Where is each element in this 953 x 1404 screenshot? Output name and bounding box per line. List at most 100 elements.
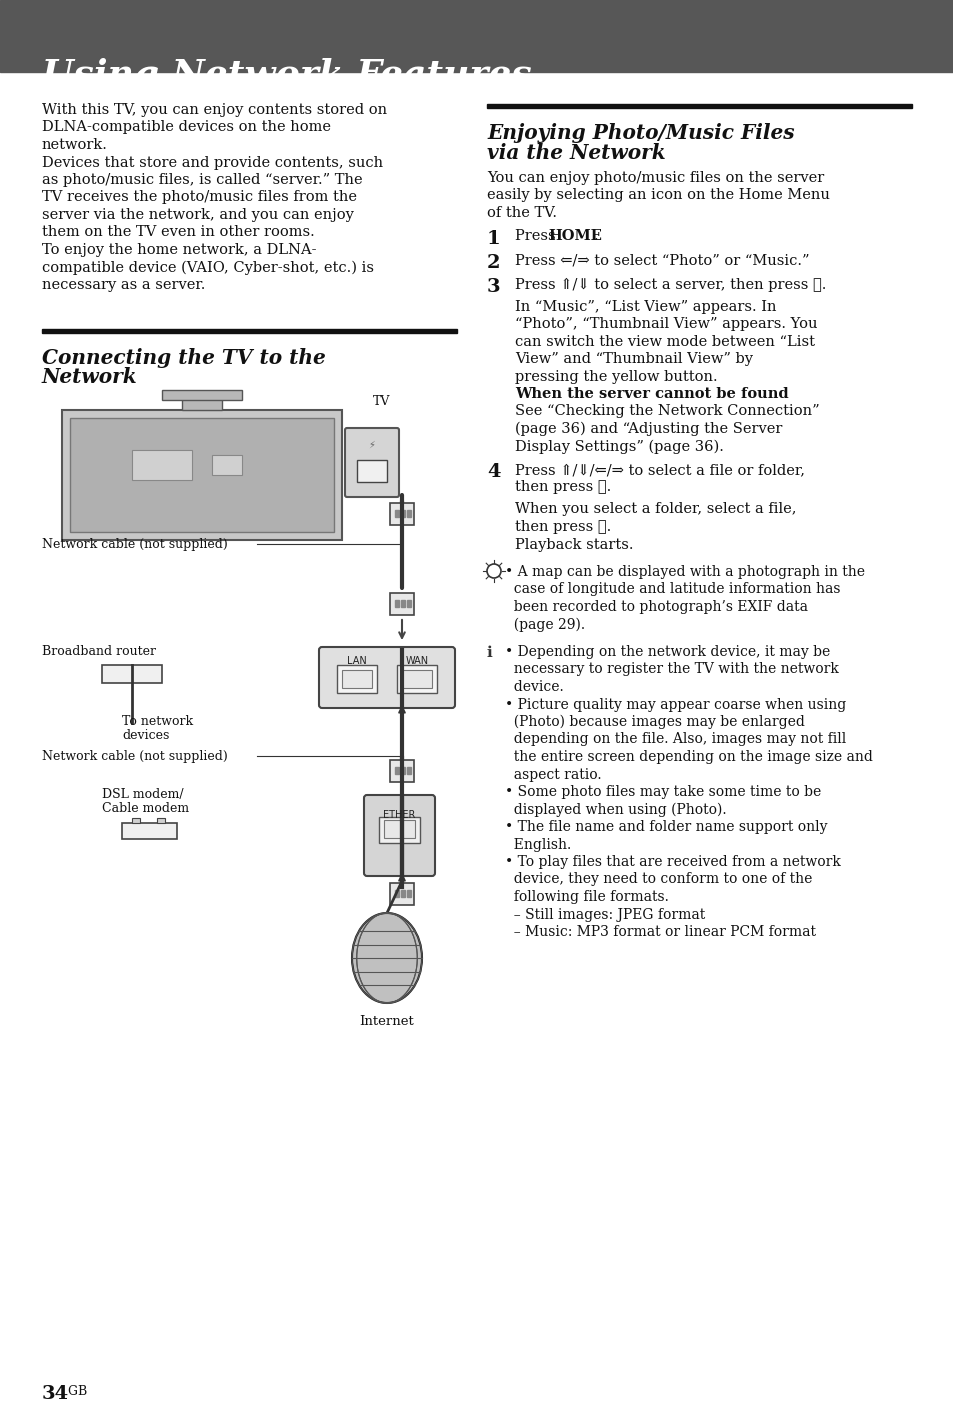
Text: Press: Press	[515, 229, 559, 243]
Text: • Some photo files may take some time to be: • Some photo files may take some time to…	[504, 785, 821, 799]
Text: – Still images: JPEG format: – Still images: JPEG format	[504, 907, 704, 921]
Bar	[407, 767, 411, 774]
Bar	[0, 0, 953, 72]
Text: devices: devices	[122, 729, 170, 741]
Text: necessary to register the TV with the network: necessary to register the TV with the ne…	[504, 663, 838, 677]
Text: HOME: HOME	[547, 229, 601, 243]
Text: device.: device.	[504, 680, 563, 694]
Text: Connecting the TV to the: Connecting the TV to the	[42, 348, 325, 368]
Text: can switch the view mode between “List: can switch the view mode between “List	[515, 334, 814, 348]
Text: Cable modem: Cable modem	[102, 802, 189, 814]
Text: In “Music”, “List View” appears. In: In “Music”, “List View” appears. In	[515, 299, 776, 313]
Text: displayed when using (Photo).: displayed when using (Photo).	[504, 803, 726, 817]
Bar	[336, 665, 376, 694]
Text: device, they need to conform to one of the: device, they need to conform to one of t…	[504, 872, 812, 886]
Text: (page 29).: (page 29).	[504, 618, 584, 632]
Text: been recorded to photograph’s EXIF data: been recorded to photograph’s EXIF data	[504, 600, 807, 614]
Text: via the Network: via the Network	[486, 143, 665, 163]
Text: as photo/music files, is called “server.” The: as photo/music files, is called “server.…	[42, 173, 362, 187]
Text: 2: 2	[486, 254, 500, 271]
Text: compatible device (VAIO, Cyber-shot, etc.) is: compatible device (VAIO, Cyber-shot, etc…	[42, 261, 374, 275]
Bar	[400, 767, 405, 774]
Bar	[401, 670, 432, 688]
Text: ⚡: ⚡	[368, 439, 375, 451]
FancyBboxPatch shape	[364, 795, 435, 876]
Text: LAN: LAN	[347, 656, 367, 665]
FancyBboxPatch shape	[345, 428, 398, 497]
Bar	[390, 592, 414, 615]
Text: them on the TV even in other rooms.: them on the TV even in other rooms.	[42, 226, 314, 240]
Text: • To play files that are received from a network: • To play files that are received from a…	[504, 855, 840, 869]
Text: When the server cannot be found: When the server cannot be found	[515, 388, 788, 402]
Bar	[395, 767, 398, 774]
Bar	[486, 104, 911, 108]
Text: Network cable (not supplied): Network cable (not supplied)	[42, 538, 228, 550]
Text: GB: GB	[64, 1384, 87, 1398]
Text: case of longitude and latitude information has: case of longitude and latitude informati…	[504, 583, 840, 597]
Bar	[390, 883, 414, 906]
Bar	[62, 410, 341, 541]
Bar	[395, 600, 398, 607]
Text: • The file name and folder name support only: • The file name and folder name support …	[504, 820, 826, 834]
Bar	[395, 510, 398, 517]
Text: DSL modem/: DSL modem/	[102, 788, 183, 802]
Text: – Music: MP3 format or linear PCM format: – Music: MP3 format or linear PCM format	[504, 925, 815, 939]
Text: With this TV, you can enjoy contents stored on: With this TV, you can enjoy contents sto…	[42, 102, 387, 117]
Text: View” and “Thumbnail View” by: View” and “Thumbnail View” by	[515, 352, 752, 366]
Text: 34: 34	[42, 1384, 69, 1403]
Bar	[182, 392, 222, 410]
Text: You can enjoy photo/music files on the server: You can enjoy photo/music files on the s…	[486, 171, 823, 185]
Text: pressing the yellow button.: pressing the yellow button.	[515, 369, 717, 383]
Bar	[400, 600, 405, 607]
Text: aspect ratio.: aspect ratio.	[504, 768, 601, 782]
Text: .: .	[594, 229, 598, 243]
Text: Playback starts.: Playback starts.	[515, 538, 633, 552]
Bar	[122, 823, 177, 840]
Text: Devices that store and provide contents, such: Devices that store and provide contents,…	[42, 156, 383, 170]
Bar	[384, 820, 415, 838]
Text: of the TV.: of the TV.	[486, 206, 557, 220]
Text: Display Settings” (page 36).: Display Settings” (page 36).	[515, 439, 723, 453]
Bar	[356, 461, 387, 482]
Text: 3: 3	[486, 278, 500, 295]
Bar	[70, 418, 334, 532]
Text: ℹ: ℹ	[486, 644, 493, 660]
Text: then press ⓢ.: then press ⓢ.	[515, 519, 611, 534]
Text: DLNA-compatible devices on the home: DLNA-compatible devices on the home	[42, 121, 331, 135]
Bar	[132, 451, 192, 480]
Bar	[400, 510, 405, 517]
Bar	[395, 890, 398, 897]
Text: ETHER: ETHER	[383, 810, 416, 820]
Text: See “Checking the Network Connection”: See “Checking the Network Connection”	[515, 404, 819, 418]
Bar	[400, 890, 405, 897]
Bar	[162, 390, 242, 400]
Text: Press ⇑/⇓ to select a server, then press ⓢ.: Press ⇑/⇓ to select a server, then press…	[515, 278, 825, 292]
Text: Enjoying Photo/Music Files: Enjoying Photo/Music Files	[486, 124, 794, 143]
Bar	[42, 329, 456, 333]
Bar	[212, 455, 242, 475]
Text: “Photo”, “Thumbnail View” appears. You: “Photo”, “Thumbnail View” appears. You	[515, 317, 817, 331]
Bar	[341, 670, 372, 688]
Text: English.: English.	[504, 838, 571, 851]
Bar	[407, 890, 411, 897]
Bar	[390, 503, 414, 525]
Text: (Photo) because images may be enlarged: (Photo) because images may be enlarged	[504, 715, 804, 730]
Text: TV receives the photo/music files from the: TV receives the photo/music files from t…	[42, 191, 356, 205]
Bar	[390, 760, 414, 782]
Text: the entire screen depending on the image size and: the entire screen depending on the image…	[504, 750, 872, 764]
Text: easily by selecting an icon on the Home Menu: easily by selecting an icon on the Home …	[486, 188, 829, 202]
Text: When you select a folder, select a file,: When you select a folder, select a file,	[515, 503, 796, 517]
Bar	[407, 600, 411, 607]
Bar	[396, 665, 436, 694]
Text: • Picture quality may appear coarse when using: • Picture quality may appear coarse when…	[504, 698, 845, 712]
Text: Network cable (not supplied): Network cable (not supplied)	[42, 750, 228, 762]
Text: Network: Network	[42, 366, 137, 388]
Bar	[378, 817, 419, 842]
Text: Broadband router: Broadband router	[42, 644, 156, 658]
Text: server via the network, and you can enjoy: server via the network, and you can enjo…	[42, 208, 354, 222]
Text: following file formats.: following file formats.	[504, 890, 668, 904]
Text: Using Network Features: Using Network Features	[42, 58, 531, 93]
Circle shape	[486, 564, 500, 578]
Text: • A map can be displayed with a photograph in the: • A map can be displayed with a photogra…	[504, 564, 864, 578]
Bar	[132, 819, 140, 823]
